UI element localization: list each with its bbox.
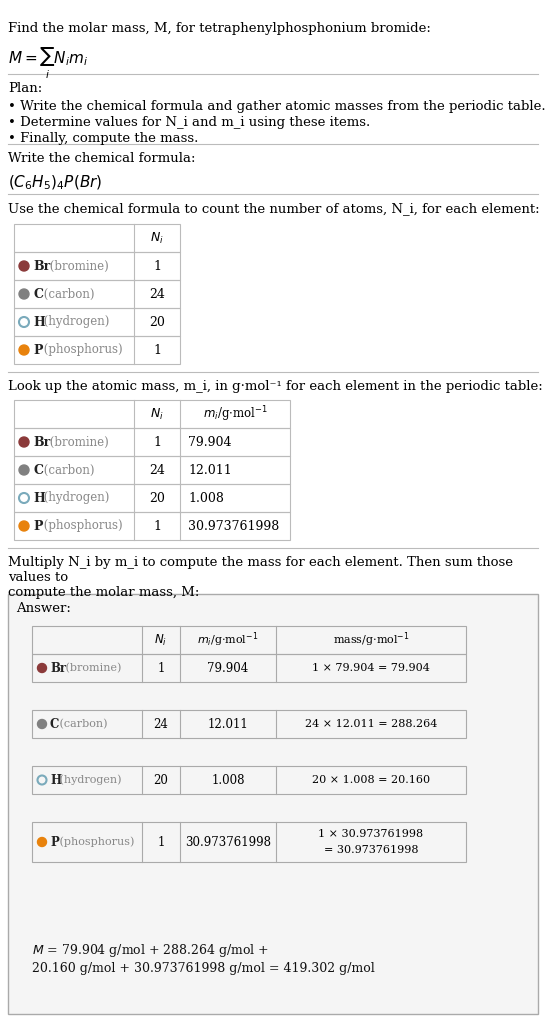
Text: 1: 1 bbox=[157, 662, 165, 675]
Text: $M = \sum_i N_i m_i$: $M = \sum_i N_i m_i$ bbox=[8, 47, 88, 82]
Bar bbox=[14, 400, 290, 428]
Bar bbox=[14, 428, 290, 456]
Bar bbox=[8, 594, 538, 1014]
Text: (phosphorus): (phosphorus) bbox=[39, 344, 122, 356]
Text: 30.973761998: 30.973761998 bbox=[188, 519, 279, 533]
Bar bbox=[14, 308, 180, 336]
Text: C: C bbox=[50, 717, 60, 731]
Circle shape bbox=[19, 521, 29, 531]
Text: (bromine): (bromine) bbox=[46, 436, 109, 449]
Circle shape bbox=[19, 465, 29, 475]
Text: (carbon): (carbon) bbox=[39, 463, 94, 477]
Text: (bromine): (bromine) bbox=[46, 259, 109, 272]
Text: H: H bbox=[50, 774, 61, 786]
Bar bbox=[14, 484, 290, 512]
Text: 1.008: 1.008 bbox=[211, 774, 245, 786]
Bar bbox=[32, 654, 466, 682]
Text: 1: 1 bbox=[153, 259, 161, 272]
Text: 79.904: 79.904 bbox=[188, 436, 232, 449]
Text: 20.160 g/mol + 30.973761998 g/mol = 419.302 g/mol: 20.160 g/mol + 30.973761998 g/mol = 419.… bbox=[32, 962, 375, 975]
Text: (hydrogen): (hydrogen) bbox=[56, 775, 122, 785]
Text: 24: 24 bbox=[149, 463, 165, 477]
Text: (hydrogen): (hydrogen) bbox=[39, 491, 109, 505]
Text: $m_i$/g$\cdot$mol$^{-1}$: $m_i$/g$\cdot$mol$^{-1}$ bbox=[197, 631, 259, 649]
Bar bbox=[14, 280, 180, 308]
Text: Plan:: Plan: bbox=[8, 82, 42, 95]
Text: 20: 20 bbox=[149, 491, 165, 505]
Bar bbox=[32, 823, 466, 862]
Text: C: C bbox=[33, 288, 43, 300]
Text: $N_i$: $N_i$ bbox=[155, 633, 168, 647]
Bar bbox=[14, 252, 180, 280]
Text: $N_i$: $N_i$ bbox=[150, 407, 164, 421]
Text: mass/g$\cdot$mol$^{-1}$: mass/g$\cdot$mol$^{-1}$ bbox=[333, 631, 410, 649]
Text: (carbon): (carbon) bbox=[56, 719, 108, 730]
Circle shape bbox=[19, 345, 29, 355]
Text: = 30.973761998: = 30.973761998 bbox=[324, 845, 418, 854]
Circle shape bbox=[38, 719, 46, 729]
Text: P: P bbox=[50, 836, 59, 848]
Text: 20 × 1.008 = 20.160: 20 × 1.008 = 20.160 bbox=[312, 775, 430, 785]
Text: Find the molar mass, M, for tetraphenylphosphonium bromide:: Find the molar mass, M, for tetraphenylp… bbox=[8, 22, 431, 35]
Text: (phosphorus): (phosphorus) bbox=[39, 519, 122, 533]
Text: Write the chemical formula:: Write the chemical formula: bbox=[8, 152, 195, 165]
Text: • Finally, compute the mass.: • Finally, compute the mass. bbox=[8, 132, 198, 146]
Text: P: P bbox=[33, 519, 43, 533]
Text: 24 × 12.011 = 288.264: 24 × 12.011 = 288.264 bbox=[305, 719, 437, 729]
Circle shape bbox=[19, 437, 29, 447]
Text: 30.973761998: 30.973761998 bbox=[185, 836, 271, 848]
Text: Use the chemical formula to count the number of atoms, N_i, for each element:: Use the chemical formula to count the nu… bbox=[8, 202, 539, 215]
Text: 1: 1 bbox=[157, 836, 165, 848]
Text: Look up the atomic mass, m_i, in g·mol⁻¹ for each element in the periodic table:: Look up the atomic mass, m_i, in g·mol⁻¹… bbox=[8, 380, 543, 393]
Bar bbox=[14, 456, 290, 484]
Circle shape bbox=[38, 664, 46, 673]
Text: 1: 1 bbox=[153, 344, 161, 356]
Text: Br: Br bbox=[33, 259, 50, 272]
Bar bbox=[14, 512, 290, 540]
Text: 12.011: 12.011 bbox=[188, 463, 232, 477]
Text: 12.011: 12.011 bbox=[207, 717, 248, 731]
Text: 20: 20 bbox=[153, 774, 168, 786]
Text: 1 × 79.904 = 79.904: 1 × 79.904 = 79.904 bbox=[312, 663, 430, 673]
Circle shape bbox=[38, 838, 46, 846]
Bar bbox=[32, 626, 466, 654]
Text: 24: 24 bbox=[149, 288, 165, 300]
Text: H: H bbox=[33, 491, 45, 505]
Text: (phosphorus): (phosphorus) bbox=[56, 837, 134, 847]
Text: Br: Br bbox=[50, 662, 66, 675]
Text: 1 × 30.973761998: 1 × 30.973761998 bbox=[318, 829, 424, 839]
Bar bbox=[32, 710, 466, 738]
Text: 79.904: 79.904 bbox=[207, 662, 248, 675]
Text: • Write the chemical formula and gather atomic masses from the periodic table.: • Write the chemical formula and gather … bbox=[8, 100, 545, 112]
Text: C: C bbox=[33, 463, 43, 477]
Bar bbox=[14, 336, 180, 364]
Text: H: H bbox=[33, 316, 45, 328]
Text: $M$ = 79.904 g/mol + 288.264 g/mol +: $M$ = 79.904 g/mol + 288.264 g/mol + bbox=[32, 942, 269, 959]
Text: (hydrogen): (hydrogen) bbox=[39, 316, 109, 328]
Text: (bromine): (bromine) bbox=[62, 663, 122, 673]
Text: $m_i$/g$\cdot$mol$^{-1}$: $m_i$/g$\cdot$mol$^{-1}$ bbox=[203, 405, 268, 424]
Text: P: P bbox=[33, 344, 43, 356]
Text: • Determine values for N_i and m_i using these items.: • Determine values for N_i and m_i using… bbox=[8, 116, 370, 129]
Text: $N_i$: $N_i$ bbox=[150, 230, 164, 246]
Text: $(C_6H_5)_4P(Br)$: $(C_6H_5)_4P(Br)$ bbox=[8, 174, 102, 192]
Text: Multiply N_i by m_i to compute the mass for each element. Then sum those values : Multiply N_i by m_i to compute the mass … bbox=[8, 556, 513, 599]
Bar bbox=[32, 766, 466, 794]
Text: 20: 20 bbox=[149, 316, 165, 328]
Circle shape bbox=[19, 261, 29, 271]
Text: 24: 24 bbox=[153, 717, 168, 731]
Text: 1: 1 bbox=[153, 436, 161, 449]
Text: Br: Br bbox=[33, 436, 50, 449]
Bar bbox=[14, 224, 180, 252]
Circle shape bbox=[19, 289, 29, 299]
Text: (carbon): (carbon) bbox=[39, 288, 94, 300]
Text: 1: 1 bbox=[153, 519, 161, 533]
Text: Answer:: Answer: bbox=[16, 602, 71, 615]
Text: 1.008: 1.008 bbox=[188, 491, 224, 505]
